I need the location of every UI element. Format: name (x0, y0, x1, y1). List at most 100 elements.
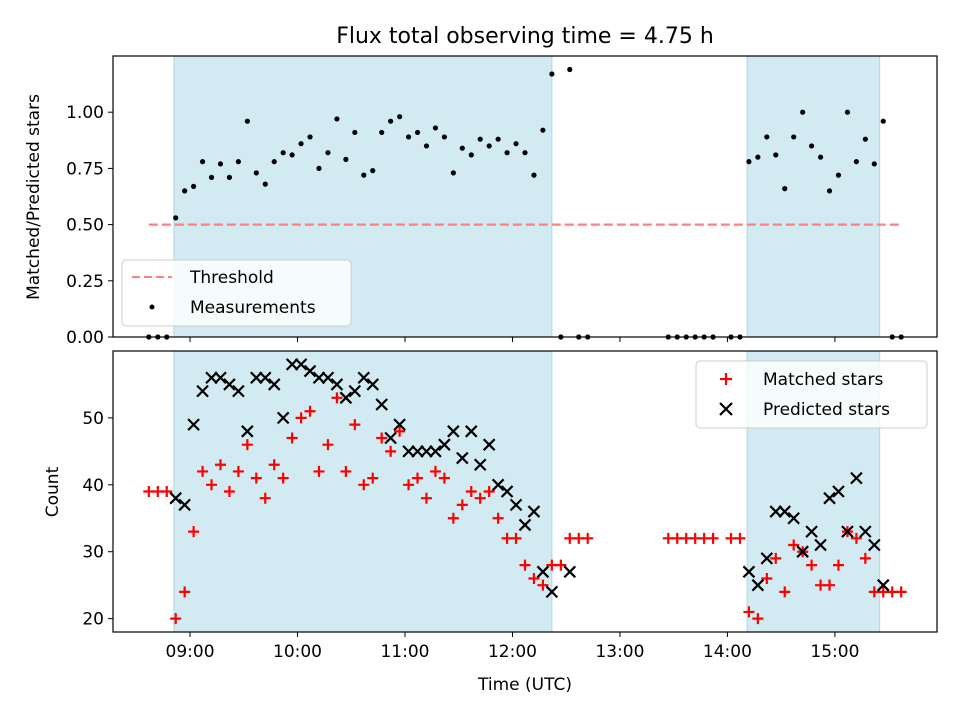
matched-star-point (295, 412, 307, 424)
predicted-star-point (285, 358, 299, 371)
measurement-point (504, 150, 510, 156)
matched-star-point (376, 432, 388, 444)
matched-star-point (214, 459, 226, 471)
predicted-star-point (375, 398, 388, 411)
matched-star-point (734, 532, 746, 544)
predicted-star-point (796, 545, 809, 558)
predicted-star-point (447, 425, 460, 438)
matched-star-point (259, 492, 271, 504)
measurement-point (352, 129, 358, 136)
predicted-star-point (276, 411, 290, 425)
predicted-star-point (402, 445, 415, 458)
predicted-star-point (814, 538, 827, 552)
y-tick-label: 50 (82, 409, 104, 429)
matched-star-point (313, 465, 325, 477)
matched-star-point (268, 459, 280, 471)
measurement-point (405, 134, 412, 140)
predicted-star-point (420, 445, 433, 458)
legend-box (121, 259, 352, 327)
matched-star-point (438, 472, 450, 484)
legend-matched-swatch (720, 373, 732, 385)
y-tick-label: 0.75 (66, 159, 104, 179)
matched-star-point (232, 465, 244, 477)
matched-star-point (385, 445, 397, 457)
x-tick-label: 15:00 (810, 642, 859, 662)
predicted-star-point (545, 585, 559, 599)
y-tick-label: 40 (82, 476, 104, 496)
measurement-point (316, 165, 322, 171)
measurement-point (244, 118, 250, 124)
matched-star-point (483, 486, 495, 497)
predicted-star-point (473, 458, 487, 472)
measurement-point (199, 159, 206, 165)
measurement-point (253, 170, 259, 176)
x-axis-label: Time (UTC) (477, 675, 572, 695)
matched-star-point (429, 465, 441, 477)
matched-star-point (304, 405, 316, 417)
matched-points (143, 392, 907, 625)
measurement-point (423, 143, 430, 149)
matched-star-point (331, 392, 343, 404)
predicted-star-point (518, 518, 532, 532)
predicted-star-point (464, 425, 478, 438)
predicted-points (169, 358, 890, 599)
matched-star-point (510, 532, 522, 544)
measurement-point (809, 143, 815, 149)
predicted-star-point (859, 525, 872, 538)
x-tick-label: 14:00 (703, 642, 752, 662)
matched-star-point (743, 606, 755, 618)
predicted-star-point (223, 378, 236, 391)
matched-star-point (465, 486, 477, 497)
measurement-point (468, 152, 474, 158)
measurement-point (567, 66, 573, 73)
measurement-point (486, 143, 492, 149)
measurement-point (262, 181, 268, 187)
predicted-star-point (267, 378, 281, 391)
measurement-point (289, 152, 295, 158)
count-legend: Matched stars Predicted stars (695, 360, 928, 429)
predicted-star-point (178, 498, 191, 512)
matched-star-point (412, 472, 424, 484)
x-tick-label: 12:00 (488, 642, 537, 662)
measurement-point (817, 154, 824, 160)
measurement-point (414, 129, 421, 136)
matched-star-point (582, 532, 594, 544)
measurement-point (271, 159, 277, 165)
measurement-point (307, 134, 313, 140)
x-axis-ticks: 09:00 10:00 11:00 12:00 13:00 14:00 15:00 (166, 632, 859, 662)
y-axis-label: Count (43, 466, 63, 517)
predicted-star-point (527, 505, 541, 518)
measurement-point (522, 150, 528, 156)
predicted-star-point (787, 511, 800, 525)
predicted-star-point (509, 498, 523, 512)
predicted-star-point (832, 485, 845, 498)
matched-star-point (555, 559, 567, 571)
legend-predicted-label: Predicted stars (763, 400, 890, 420)
predicted-star-point (411, 445, 424, 458)
measurement-point (325, 150, 331, 156)
measurement-point (298, 141, 304, 147)
measurement-point (755, 154, 761, 160)
measurement-point (862, 136, 868, 142)
predicted-star-point (232, 384, 245, 398)
matched-star-point (349, 419, 361, 431)
measurement-point (173, 215, 179, 221)
matched-star-point (832, 559, 844, 571)
measurement-point (450, 170, 456, 176)
measurement-point (782, 186, 788, 192)
predicted-star-point (205, 371, 218, 385)
measurement-point (280, 150, 286, 156)
predicted-star-point (196, 384, 209, 398)
measurement-point (800, 109, 806, 115)
measurement-point (397, 114, 403, 120)
x-tick-label: 13:00 (595, 642, 644, 662)
predicted-star-point (563, 565, 577, 579)
x-axis-ticks (189, 337, 836, 342)
matched-star-point (519, 559, 531, 571)
measurement-point (513, 141, 519, 147)
measurement-point (531, 172, 537, 178)
measurement-point (235, 159, 241, 165)
predicted-star-point (742, 565, 756, 579)
legend-measurements-label: Measurements (190, 298, 316, 318)
measurement-point (226, 174, 233, 180)
